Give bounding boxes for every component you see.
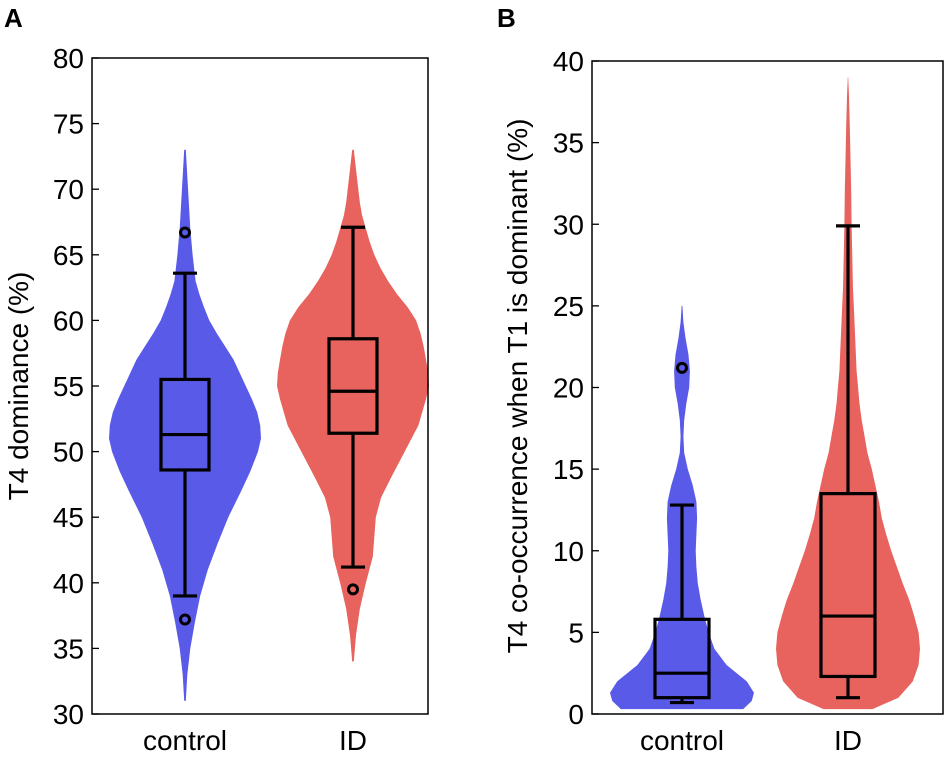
y-tick-label: 25	[553, 291, 584, 322]
outlier-control	[676, 361, 688, 374]
y-tick-label: 55	[53, 371, 84, 402]
y-tick-label: 5	[568, 617, 584, 648]
panel-a: A 30 35 40 45 50 55 60 65 70 75 80 T4 dominance (%…	[3, 3, 429, 756]
y-tick-label: 65	[53, 240, 84, 271]
box-id	[327, 337, 379, 435]
y-tick-label: 50	[53, 437, 84, 468]
y-tick-label: 60	[53, 305, 84, 336]
panel-b-xlabel-control: control	[640, 725, 724, 755]
panel-a-label: A	[4, 3, 23, 33]
y-tick-label: 40	[53, 568, 84, 599]
box-control	[653, 617, 711, 700]
y-tick-label: 10	[553, 536, 584, 567]
y-tick-label: 30	[553, 209, 584, 240]
panel-b-ticks: 0 5 10 15 20 25 30 35 40	[553, 46, 599, 730]
y-tick-label: 35	[53, 633, 84, 664]
y-tick-label: 45	[53, 502, 84, 533]
y-tick-label: 35	[553, 128, 584, 159]
panel-a-xlabel-control: control	[143, 725, 227, 755]
panel-b-xlabel-id: ID	[834, 725, 862, 755]
y-tick-label: 80	[53, 43, 84, 74]
outlier-control	[179, 226, 191, 239]
outlier-control	[179, 613, 191, 626]
panel-b-boxes	[653, 224, 877, 705]
y-tick-label: 75	[53, 109, 84, 140]
panel-a-ylabel: T4 dominance (%)	[3, 272, 34, 501]
box-control	[159, 377, 211, 472]
y-tick-label: 0	[568, 699, 584, 730]
outlier-id	[347, 583, 359, 596]
y-tick-label: 40	[553, 46, 584, 77]
panel-b-ylabel: T4 co-occurrence when T1 is dominant (%)	[502, 119, 533, 654]
panel-b: B 0 5 10 15 20 25 30 35 40 T4 co-occurrence when…	[497, 3, 944, 756]
violin-id	[277, 149, 429, 662]
y-tick-label: 15	[553, 454, 584, 485]
violin-control	[109, 149, 261, 701]
panel-a-ticks: 30 35 40 45 50 55 60 65 70 75 80	[53, 43, 99, 730]
panel-a-boxes	[159, 225, 379, 626]
panel-a-violins	[109, 149, 429, 701]
y-tick-label: 70	[53, 174, 84, 205]
panel-a-xlabel-id: ID	[339, 725, 367, 755]
y-tick-label: 30	[53, 699, 84, 730]
box-id	[819, 492, 877, 679]
panel-b-label: B	[497, 3, 516, 33]
y-tick-label: 20	[553, 373, 584, 404]
